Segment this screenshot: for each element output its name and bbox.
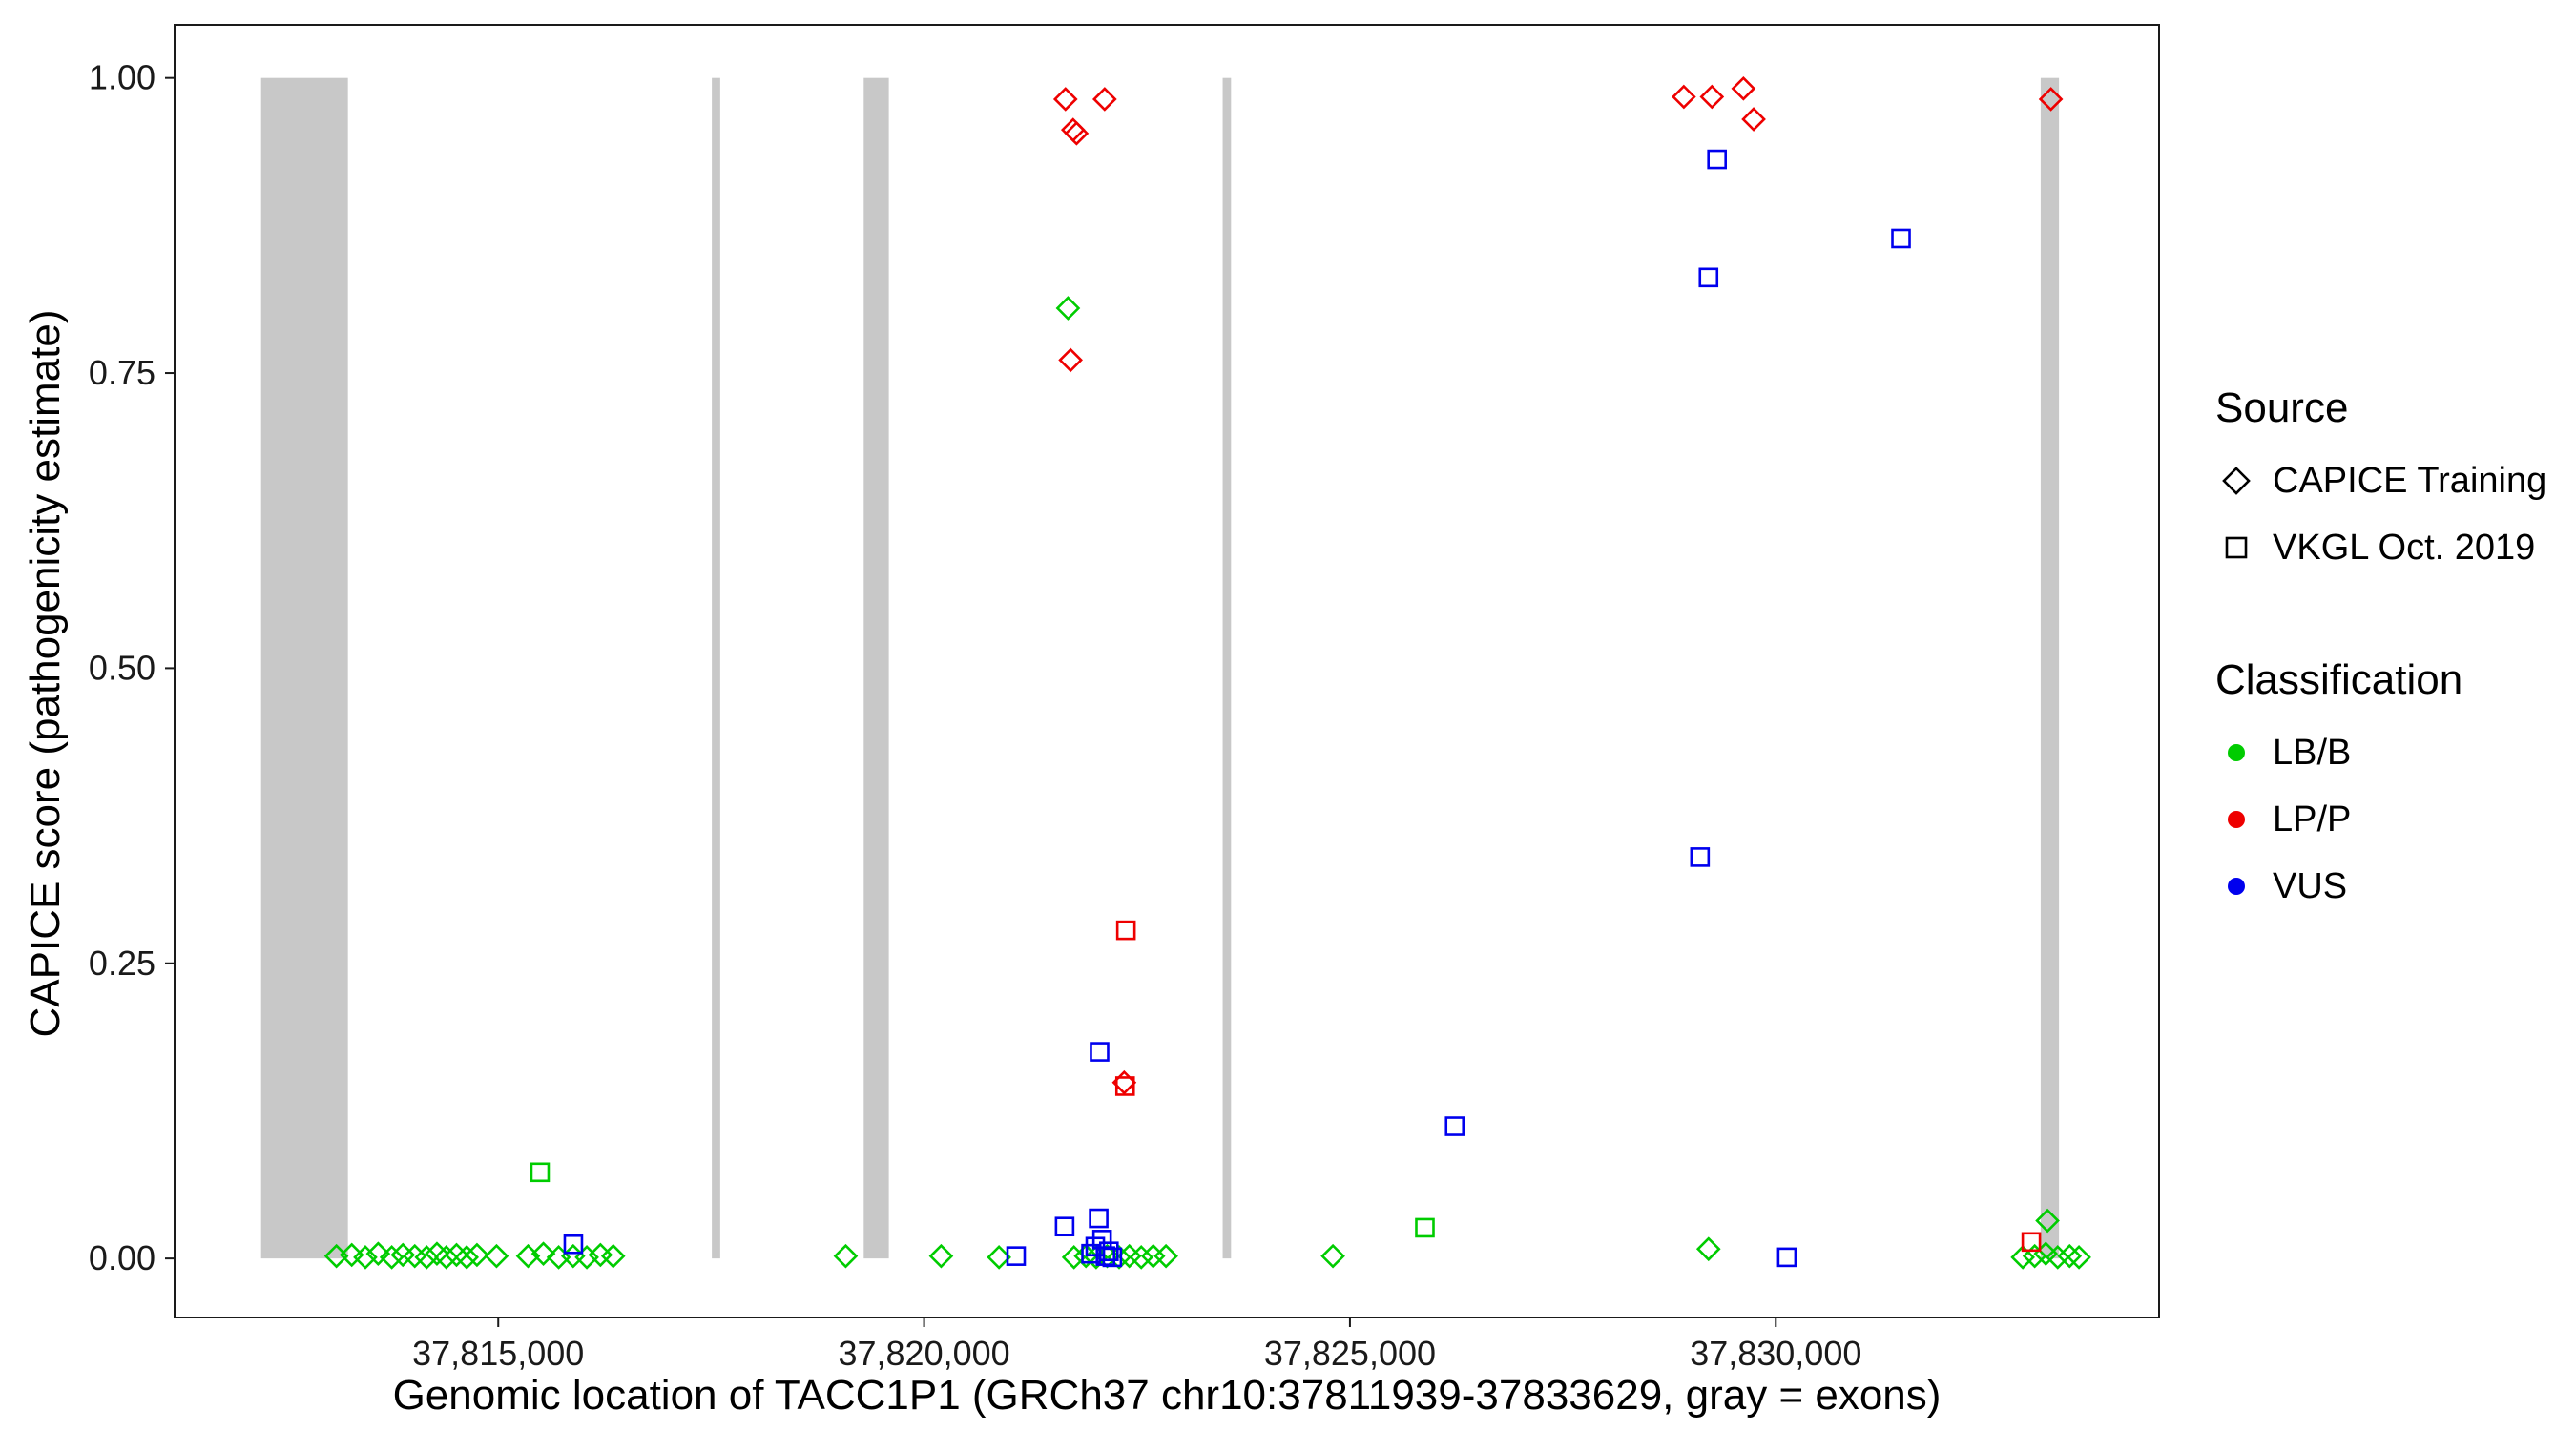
legend-item-label: VUS <box>2273 865 2348 906</box>
data-point-square <box>1707 149 1727 170</box>
data-point-square <box>1054 1216 1075 1237</box>
red-dot-icon <box>2228 811 2245 828</box>
data-point-diamond <box>1052 87 1078 112</box>
data-point-square <box>1114 1076 1135 1096</box>
data-point-square <box>1090 1042 1110 1062</box>
y-tick-label: 0.50 <box>89 648 156 687</box>
data-point-diamond <box>465 1242 489 1268</box>
data-point-square <box>530 1162 551 1183</box>
blue-dot-icon <box>2228 878 2245 895</box>
data-point-diamond <box>1672 84 1696 110</box>
data-point-square <box>1115 920 1136 941</box>
data-point-diamond <box>379 1245 405 1270</box>
data-point-diamond <box>2067 1245 2091 1270</box>
data-point-diamond <box>1741 107 1766 132</box>
data-point-square <box>1776 1247 1797 1268</box>
x-tick-label: 37,820,000 <box>838 1334 1009 1373</box>
data-point-diamond <box>484 1243 509 1269</box>
data-point-square <box>1098 1241 1119 1262</box>
data-point-diamond <box>1091 87 1117 112</box>
data-point-diamond <box>1064 121 1090 146</box>
y-axis-title: CAPICE score (pathogenicity estimate) <box>22 309 69 1038</box>
data-point-diamond <box>987 1245 1011 1270</box>
y-tick-label: 1.00 <box>89 58 156 97</box>
data-point-diamond <box>339 1242 364 1268</box>
exon-band <box>260 77 348 1259</box>
y-tick-label: 0.25 <box>89 944 156 983</box>
data-point-diamond <box>2010 1245 2036 1270</box>
data-point-square <box>1415 1217 1435 1238</box>
data-point-diamond <box>425 1241 449 1267</box>
data-point-diamond <box>928 1243 954 1269</box>
legend-item-lpp: LP/P <box>2215 786 2546 853</box>
data-point-square <box>1102 1247 1123 1268</box>
square-icon <box>2225 536 2248 559</box>
data-point-square <box>1698 267 1719 288</box>
data-point-diamond <box>530 1241 556 1267</box>
x-tick-label: 37,815,000 <box>412 1334 584 1373</box>
data-point-diamond <box>2057 1243 2083 1269</box>
legend-item-label: VKGL Oct. 2019 <box>2273 527 2536 568</box>
data-point-diamond <box>1058 347 1083 373</box>
exon-band <box>1222 77 1232 1259</box>
data-point-diamond <box>600 1243 626 1269</box>
data-point-square <box>2021 1232 2042 1253</box>
data-point-diamond <box>414 1245 440 1270</box>
data-point-diamond <box>433 1245 459 1270</box>
x-tick-label: 37,825,000 <box>1264 1334 1436 1373</box>
data-point-diamond <box>1699 84 1725 110</box>
data-point-diamond <box>1320 1243 1345 1269</box>
exon-band <box>712 77 720 1259</box>
legend-item-lbb: LB/B <box>2215 719 2546 786</box>
data-point-diamond <box>1695 1236 1721 1262</box>
data-point-square <box>1006 1246 1027 1266</box>
data-point-square <box>563 1234 584 1255</box>
data-point-diamond <box>454 1245 480 1270</box>
exon-band <box>2040 77 2060 1259</box>
data-point-diamond <box>1073 1243 1099 1269</box>
diamond-icon <box>2222 467 2251 495</box>
data-point-diamond <box>1129 1245 1154 1270</box>
legend-item-vus: VUS <box>2215 853 2546 920</box>
x-axis-title: Genomic location of TACC1P1 (GRCh37 chr1… <box>392 1372 1942 1419</box>
data-point-square <box>1089 1208 1109 1229</box>
data-point-diamond <box>833 1243 859 1269</box>
data-point-diamond <box>1107 1245 1132 1270</box>
legend: Source CAPICE Training VKGL Oct. 2019 Cl… <box>2215 382 2546 920</box>
legend-item-vkgl: VKGL Oct. 2019 <box>2215 514 2546 581</box>
data-point-diamond <box>353 1245 378 1270</box>
exon-band <box>863 77 889 1259</box>
data-point-diamond <box>1061 1245 1087 1270</box>
legend-item-capice-training: CAPICE Training <box>2215 447 2546 514</box>
data-point-diamond <box>1055 296 1081 321</box>
data-point-diamond <box>365 1241 391 1267</box>
data-point-diamond <box>444 1242 469 1268</box>
data-point-square <box>1891 228 1911 249</box>
y-tick-label: 0.75 <box>89 353 156 392</box>
data-point-square <box>1690 847 1711 867</box>
legend-item-label: LB/B <box>2273 732 2352 773</box>
data-point-diamond <box>1060 117 1086 142</box>
legend-item-label: CAPICE Training <box>2273 460 2547 501</box>
data-point-diamond <box>2045 1245 2070 1270</box>
legend-source-title: Source <box>2215 384 2349 431</box>
legend-classification-title: Classification <box>2215 656 2463 703</box>
x-tick-label: 37,830,000 <box>1690 1334 1861 1373</box>
data-point-diamond <box>1153 1243 1178 1269</box>
data-point-diamond <box>2038 87 2064 112</box>
y-tick-label: 0.00 <box>89 1238 156 1277</box>
data-point-diamond <box>2022 1243 2047 1269</box>
green-dot-icon <box>2228 744 2245 761</box>
legend-item-label: LP/P <box>2273 798 2352 840</box>
data-point-diamond <box>1731 75 1756 101</box>
data-point-square <box>1444 1116 1465 1136</box>
data-point-diamond <box>2035 1208 2060 1234</box>
plot-border <box>174 24 2160 1318</box>
